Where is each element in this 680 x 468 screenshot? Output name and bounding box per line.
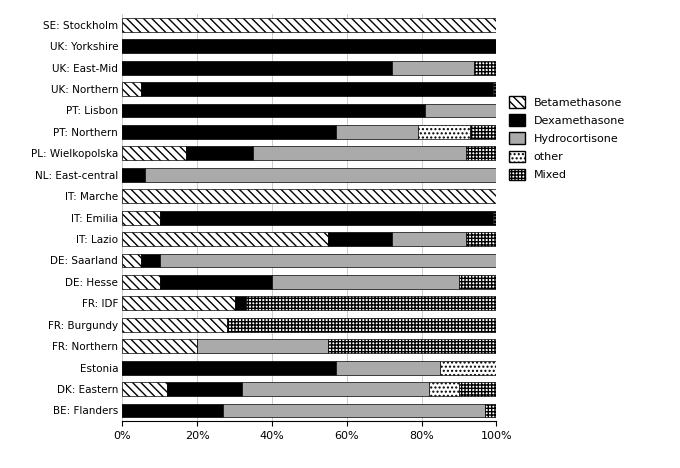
Bar	[336, 125, 418, 139]
Bar	[492, 82, 496, 96]
Bar	[122, 339, 197, 353]
Bar	[122, 103, 426, 117]
Bar	[122, 168, 145, 182]
Bar	[441, 361, 496, 374]
Bar	[186, 146, 253, 161]
Bar	[459, 382, 496, 396]
Bar	[392, 232, 466, 246]
Bar	[485, 403, 496, 417]
Bar	[122, 146, 186, 161]
Bar	[122, 61, 392, 74]
Bar	[272, 275, 459, 289]
Bar	[122, 275, 160, 289]
Bar	[122, 18, 496, 32]
Bar	[227, 318, 496, 332]
Bar	[122, 296, 235, 310]
Bar	[246, 296, 496, 310]
Bar	[328, 232, 392, 246]
Bar	[392, 61, 474, 74]
Bar	[235, 296, 246, 310]
Bar	[122, 254, 141, 267]
Bar	[470, 125, 496, 139]
Bar	[122, 232, 328, 246]
Bar	[418, 125, 471, 139]
Bar	[242, 382, 429, 396]
Bar	[160, 275, 272, 289]
Bar	[167, 382, 242, 396]
Bar	[474, 61, 496, 74]
Bar	[122, 211, 160, 225]
Bar	[466, 146, 496, 161]
Bar	[122, 361, 335, 374]
Bar	[122, 403, 223, 417]
Bar	[466, 232, 496, 246]
Bar	[426, 103, 496, 117]
Bar	[145, 168, 496, 182]
Bar	[223, 403, 486, 417]
Bar	[122, 189, 496, 203]
Legend: Betamethasone, Dexamethasone, Hydrocortisone, other, Mixed: Betamethasone, Dexamethasone, Hydrocorti…	[506, 93, 628, 183]
Bar	[253, 146, 466, 161]
Bar	[122, 82, 141, 96]
Bar	[122, 382, 167, 396]
Bar	[492, 211, 496, 225]
Bar	[328, 339, 496, 353]
Bar	[197, 339, 328, 353]
Bar	[160, 254, 496, 267]
Bar	[141, 254, 160, 267]
Bar	[141, 82, 492, 96]
Bar	[122, 39, 496, 53]
Bar	[459, 275, 496, 289]
Bar	[336, 361, 441, 374]
Bar	[122, 318, 227, 332]
Bar	[160, 211, 493, 225]
Bar	[429, 382, 459, 396]
Bar	[122, 125, 335, 139]
